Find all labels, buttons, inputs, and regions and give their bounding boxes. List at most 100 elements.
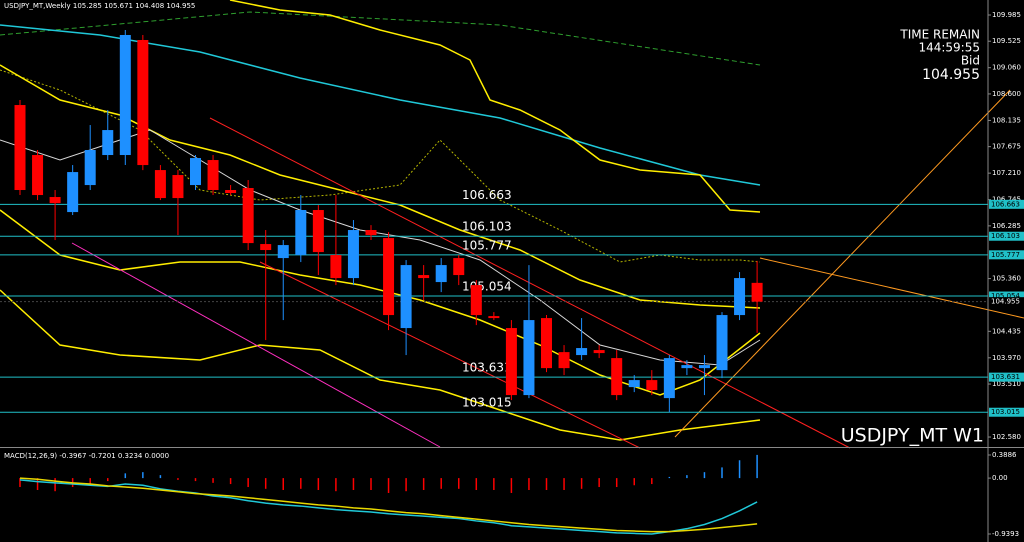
level-axis-box	[989, 372, 1024, 382]
time-remain: 144:59:55	[918, 41, 980, 55]
level-axis-label: 106.663	[991, 200, 1020, 208]
level-axis-label: 103.015	[991, 408, 1020, 416]
signal-line	[19, 477, 758, 533]
y-tick-label: 107.210	[992, 169, 1021, 177]
candle-body	[505, 328, 517, 396]
level-label: 105.777	[462, 238, 512, 252]
level-axis-label: 105.054	[991, 292, 1020, 300]
y-tick-label: 108.135	[992, 116, 1021, 124]
y-tick-label: 103.970	[992, 354, 1021, 362]
ma-cyan	[0, 24, 761, 186]
y-tick-label: 106.745	[992, 196, 1021, 204]
macd-y-tick-label: -0.9393	[992, 530, 1019, 538]
level-label: 103.015	[462, 396, 512, 410]
trend-magenta	[71, 242, 441, 448]
candle-body	[312, 210, 324, 253]
level-axis-label: 106.103	[991, 232, 1020, 240]
candle-body	[14, 105, 26, 191]
candle-body	[663, 358, 675, 399]
candle-body	[242, 188, 254, 244]
candle-body	[523, 320, 535, 396]
bid-axis-box	[989, 297, 1024, 307]
y-tick-label: 102.580	[992, 433, 1021, 441]
candle-body	[260, 244, 272, 251]
ma-dotted	[0, 69, 761, 263]
candle-body	[49, 197, 61, 204]
level-label: 106.663	[462, 188, 512, 202]
candle-body	[295, 210, 307, 256]
candle-body	[400, 265, 412, 329]
level-axis-box	[989, 231, 1024, 241]
candle-body	[646, 380, 658, 391]
candle-body	[698, 365, 710, 369]
chart-title: USDJPY_MT,Weekly 105.285 105.671 104.408…	[4, 2, 195, 10]
level-label: 105.054	[462, 280, 512, 294]
level-axis-label: 105.777	[991, 251, 1020, 259]
candle-body	[418, 275, 430, 279]
candle-body	[102, 130, 114, 156]
candle-body	[137, 40, 149, 166]
y-tick-label: 104.435	[992, 327, 1021, 335]
level-axis-box	[989, 291, 1024, 301]
y-tick-label: 109.060	[992, 64, 1021, 72]
bid-axis-label: 104.955	[991, 298, 1020, 306]
candle-body	[453, 258, 465, 276]
candle-body	[347, 230, 359, 279]
y-tick-label: 106.285	[992, 222, 1021, 230]
y-tick-label: 105.360	[992, 275, 1021, 283]
candle-body	[488, 316, 500, 319]
candle-body	[190, 158, 201, 186]
candle-body	[330, 255, 342, 279]
channel-upper	[209, 117, 851, 449]
y-tick-label: 109.525	[992, 37, 1021, 45]
channel-lower	[259, 261, 641, 449]
y-tick-label: 109.985	[992, 11, 1021, 19]
bid-label: Bid	[961, 54, 980, 68]
candle-body	[67, 172, 79, 213]
trend-orange-down	[759, 257, 1024, 319]
candle-body	[681, 365, 693, 369]
candle-body	[558, 352, 570, 369]
y-tick-label: 108.600	[992, 90, 1021, 98]
band-upper	[229, 0, 761, 213]
ma-long	[0, 11, 761, 66]
macd-line	[19, 479, 758, 535]
candle-body	[154, 170, 166, 199]
level-axis-box	[989, 407, 1024, 417]
level-label: 103.631	[462, 361, 512, 375]
candle-body	[84, 150, 96, 186]
level-axis-label: 103.631	[991, 373, 1020, 381]
time-remain-label: TIME REMAIN	[899, 28, 980, 42]
bid-value: 104.955	[922, 67, 980, 83]
candle-body	[734, 278, 746, 316]
candle-body	[628, 380, 640, 388]
candle-body	[383, 238, 395, 316]
candle-body	[225, 190, 237, 194]
candle-body	[751, 282, 763, 302]
candle-body	[470, 285, 482, 316]
candle-body	[611, 358, 623, 396]
candle-body	[541, 318, 552, 369]
candle-body	[32, 155, 44, 196]
level-label: 106.103	[462, 220, 512, 234]
trend-orange-up	[674, 89, 1011, 438]
macd-label: MACD(12,26,9) -0.3967 -0.7201 0.3234 0.0…	[4, 452, 169, 460]
macd-y-tick-label: 0.3886	[992, 451, 1017, 459]
candle-body	[119, 34, 131, 156]
candle-body	[716, 315, 728, 371]
symbol-label: USDJPY_MT W1	[841, 425, 984, 447]
y-tick-label: 103.510	[992, 380, 1021, 388]
candle-body	[172, 175, 184, 199]
candle-body	[365, 230, 377, 236]
level-axis-box	[989, 250, 1024, 260]
macd-y-tick-label: 0.00	[992, 474, 1008, 482]
candle-body	[207, 160, 219, 191]
candle-body	[277, 245, 289, 259]
level-axis-box	[989, 199, 1024, 209]
y-tick-label: 107.675	[992, 143, 1021, 151]
candle-body	[593, 350, 605, 354]
candle-body	[576, 348, 588, 356]
candle-body	[435, 265, 447, 283]
